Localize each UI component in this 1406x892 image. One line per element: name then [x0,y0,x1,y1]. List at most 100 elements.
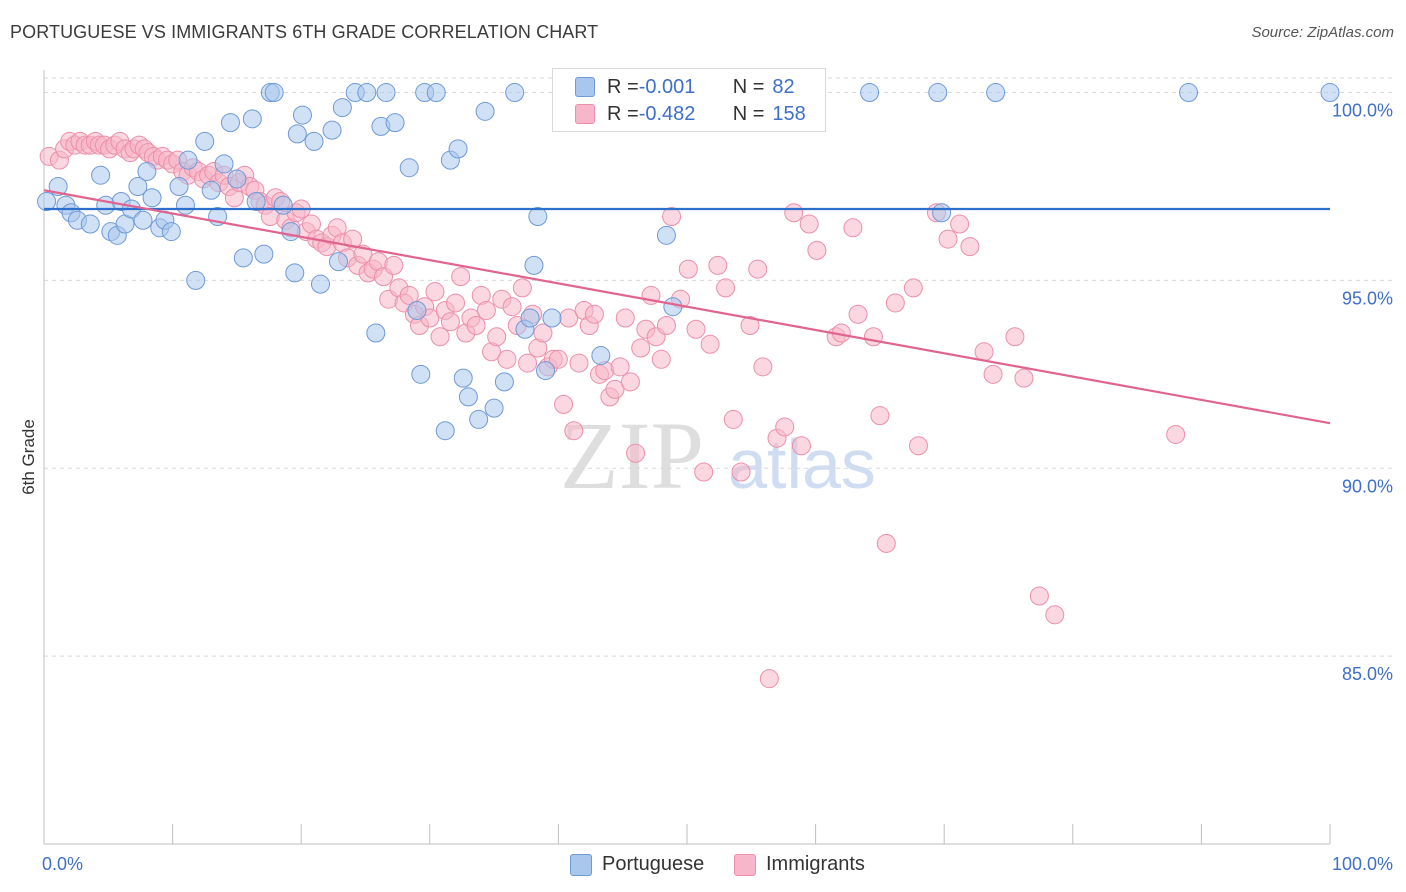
r-value: -0.482 [638,102,696,125]
immigrants-point [843,218,863,238]
portuguese-point [281,222,301,242]
immigrants-point [908,436,928,456]
immigrants-point [694,462,714,482]
immigrants-swatch [575,104,595,124]
trend-lines [43,189,1331,425]
immigrants-point [651,349,671,369]
portuguese-point [233,248,253,268]
series-legend: Portuguese Immigrants [0,851,1406,879]
y-tick-label: 85.0% [1342,664,1393,684]
portuguese-point [201,180,221,200]
immigrants-point [564,421,584,441]
portuguese-point [128,176,148,196]
portuguese-point [169,176,189,196]
immigrants-point [518,353,538,373]
portuguese-point [469,409,489,429]
portuguese-point [536,361,556,381]
portuguese-point [385,113,405,133]
immigrants-point [885,293,905,313]
immigrants-point [476,300,496,320]
portuguese-point [91,165,111,185]
portuguese-swatch [570,853,592,876]
legend-item-portuguese[interactable]: Portuguese [570,853,704,876]
portuguese-point [932,203,952,223]
legend-row-immigrants: R = -0.482 N = 158 [575,102,806,126]
immigrants-point [938,229,958,249]
y-axis-title: 6th Grade [19,419,38,495]
portuguese-point [591,346,611,366]
immigrants-point [512,278,532,298]
immigrants-point [1005,327,1025,347]
immigrants-point [502,297,522,317]
immigrants-point [605,379,625,399]
immigrants-point [399,285,419,305]
portuguese-points [37,83,1340,441]
portuguese-point [254,244,274,264]
immigrants-point [554,394,574,414]
portuguese-point [227,169,247,189]
portuguese-swatch [575,77,595,97]
portuguese-point [453,368,473,388]
immigrants-point [584,304,604,324]
portuguese-point [37,192,57,212]
immigrants-swatch [734,853,756,876]
legend-label: Immigrants [766,853,865,875]
portuguese-point [133,210,153,230]
gridlines [44,77,1394,657]
portuguese-point [357,83,377,103]
portuguese-point [505,83,525,103]
portuguese-point [322,120,342,140]
immigrants-point [848,304,868,324]
immigrants-point [384,255,404,275]
y-tick-label: 100.0% [1332,101,1393,121]
portuguese-point [411,364,431,384]
y-tick-label: 95.0% [1342,288,1393,308]
portuguese-point [542,308,562,328]
immigrants-point [626,443,646,463]
legend-item-immigrants[interactable]: Immigrants [734,853,865,876]
portuguese-point [273,195,293,215]
immigrants-point [784,203,804,223]
immigrants-point [615,308,635,328]
immigrants-point [656,315,676,335]
n-label: N = [732,102,765,125]
portuguese-point [328,252,348,272]
immigrants-point [950,214,970,234]
portuguese-point [178,150,198,170]
r-value: -0.001 [638,75,696,98]
immigrants-point [1029,586,1049,606]
immigrants-point [430,327,450,347]
legend-row-portuguese: R = -0.001 N = 82 [575,75,795,99]
immigrants-trend-line [43,189,1331,425]
portuguese-point [242,109,262,129]
portuguese-point [475,101,495,121]
portuguese-point [860,83,880,103]
portuguese-point [435,421,455,441]
source-label: Source: ZipAtlas.com [1251,24,1394,41]
immigrants-point [533,323,553,343]
portuguese-point [448,139,468,159]
immigrants-point [678,259,698,279]
immigrants-point [700,334,720,354]
immigrants-point [497,349,517,369]
immigrants-point [451,267,471,287]
immigrants-point [1045,605,1065,625]
immigrants-point [791,436,811,456]
immigrants-point [799,214,819,234]
portuguese-point [161,222,181,242]
portuguese-point [524,255,544,275]
immigrants-point [631,338,651,358]
portuguese-point [928,83,948,103]
immigrants-point [723,409,743,429]
immigrants-point [716,278,736,298]
portuguese-point [332,98,352,118]
portuguese-point [246,192,266,212]
portuguese-point [292,105,312,125]
portuguese-point [220,113,240,133]
chart-title: PORTUGUESE VS IMMIGRANTS 6TH GRADE CORRE… [10,22,599,42]
immigrants-point [610,357,630,377]
n-label: N = [732,75,765,98]
portuguese-point [310,274,330,294]
immigrants-point [753,357,773,377]
immigrants-point [446,293,466,313]
